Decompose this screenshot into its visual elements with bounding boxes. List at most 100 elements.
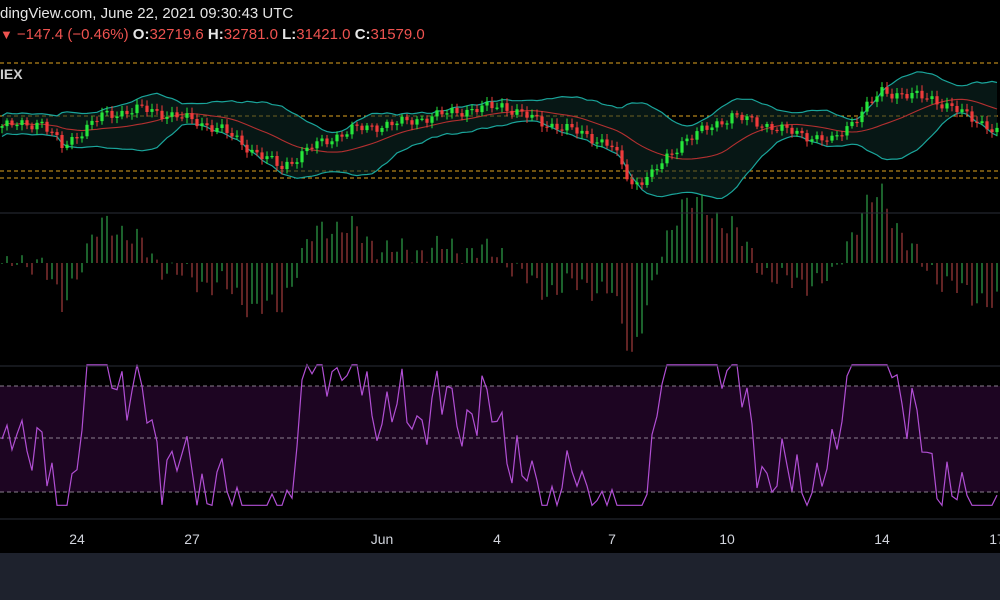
momentum-bar: [231, 263, 233, 295]
momentum-bar: [976, 263, 978, 304]
momentum-bar: [226, 263, 228, 290]
candle-body: [890, 93, 894, 99]
candle-body: [5, 120, 9, 127]
momentum-bar: [21, 255, 23, 263]
candle-body: [40, 121, 44, 123]
candle-body: [895, 93, 899, 99]
candle-body: [845, 126, 849, 136]
candle-body: [0, 126, 4, 128]
momentum-bar: [406, 249, 408, 263]
momentum-bar: [846, 241, 848, 263]
momentum-bar: [111, 235, 113, 263]
momentum-bar: [196, 263, 198, 293]
momentum-bar: [266, 263, 268, 301]
candle-body: [460, 113, 464, 117]
momentum-bar: [966, 263, 968, 285]
price-pane[interactable]: [0, 62, 1000, 200]
momentum-bar: [296, 263, 298, 278]
momentum-bar: [211, 263, 213, 296]
candle-body: [145, 105, 149, 112]
momentum-bar: [346, 233, 348, 263]
candle-body: [485, 101, 489, 106]
candle-body: [565, 124, 569, 131]
candle-body: [410, 120, 414, 125]
momentum-bar: [801, 263, 803, 280]
momentum-bar: [291, 263, 293, 287]
rsi-pane[interactable]: [0, 363, 1000, 508]
momentum-bar: [766, 263, 768, 268]
momentum-bar: [96, 236, 98, 263]
momentum-bar: [726, 233, 728, 263]
momentum-bar: [506, 263, 508, 268]
momentum-bar: [996, 263, 998, 292]
candle-body: [530, 114, 534, 118]
candle-body: [685, 138, 689, 142]
low-label: L:: [282, 26, 297, 43]
time-axis[interactable]: 24 27 Jun 4 7 10 14 17: [69, 531, 1000, 547]
candle-body: [490, 101, 494, 109]
momentum-bar: [36, 259, 38, 263]
candle-body: [430, 116, 434, 123]
candle-body: [900, 93, 904, 95]
momentum-bar: [901, 232, 903, 263]
candle-body: [240, 135, 244, 145]
candle-body: [270, 156, 274, 158]
time-tick-label: 4: [493, 531, 501, 547]
momentum-bar: [261, 263, 263, 314]
candle-body: [210, 125, 214, 132]
momentum-bar: [756, 263, 758, 273]
momentum-bar: [426, 261, 428, 263]
chart-canvas[interactable]: 24 27 Jun 4 7 10 14 17: [0, 54, 1000, 553]
momentum-histogram-pane[interactable]: [1, 183, 998, 352]
momentum-bar: [601, 263, 603, 282]
momentum-bar: [941, 263, 943, 292]
momentum-bar: [561, 263, 563, 293]
momentum-bar: [596, 263, 598, 294]
candle-body: [140, 104, 144, 106]
momentum-bar: [746, 241, 748, 263]
bottom-toolbar: [0, 553, 1000, 600]
momentum-bar: [666, 230, 668, 263]
candle-body: [680, 141, 684, 153]
momentum-bar: [906, 250, 908, 263]
momentum-bar: [581, 263, 583, 280]
candle-body: [815, 135, 819, 140]
change-value: −147.4 (−0.46%): [16, 26, 129, 43]
momentum-bar: [626, 263, 628, 351]
candle-body: [665, 153, 669, 164]
momentum-bar: [546, 263, 548, 297]
candle-body: [840, 135, 844, 137]
candle-body: [740, 114, 744, 121]
candle-body: [610, 145, 614, 148]
momentum-bar: [461, 263, 463, 264]
candle-body: [465, 109, 469, 117]
candle-body: [905, 94, 909, 99]
momentum-bar: [446, 249, 448, 263]
momentum-bar: [146, 257, 148, 263]
candle-body: [710, 127, 714, 130]
momentum-bar: [386, 240, 388, 263]
momentum-bar: [696, 197, 698, 263]
momentum-bar: [286, 263, 288, 288]
momentum-bar: [886, 208, 888, 263]
momentum-bar: [156, 259, 158, 263]
candle-body: [105, 110, 109, 113]
momentum-bar: [481, 244, 483, 263]
candle-body: [30, 125, 34, 130]
momentum-bar: [86, 243, 88, 263]
momentum-bar: [866, 194, 868, 263]
candle-body: [940, 104, 944, 109]
candle-body: [10, 120, 14, 126]
candle-body: [480, 105, 484, 113]
momentum-bar: [341, 232, 343, 263]
candle-body: [295, 162, 299, 164]
candle-body: [110, 110, 114, 118]
time-tick-label: 14: [874, 531, 890, 547]
candle-body: [305, 147, 309, 152]
candle-body: [75, 137, 79, 139]
momentum-bar: [741, 246, 743, 263]
momentum-bar: [606, 263, 608, 294]
candle-body: [450, 107, 454, 114]
candle-body: [660, 163, 664, 169]
momentum-bar: [76, 263, 78, 280]
